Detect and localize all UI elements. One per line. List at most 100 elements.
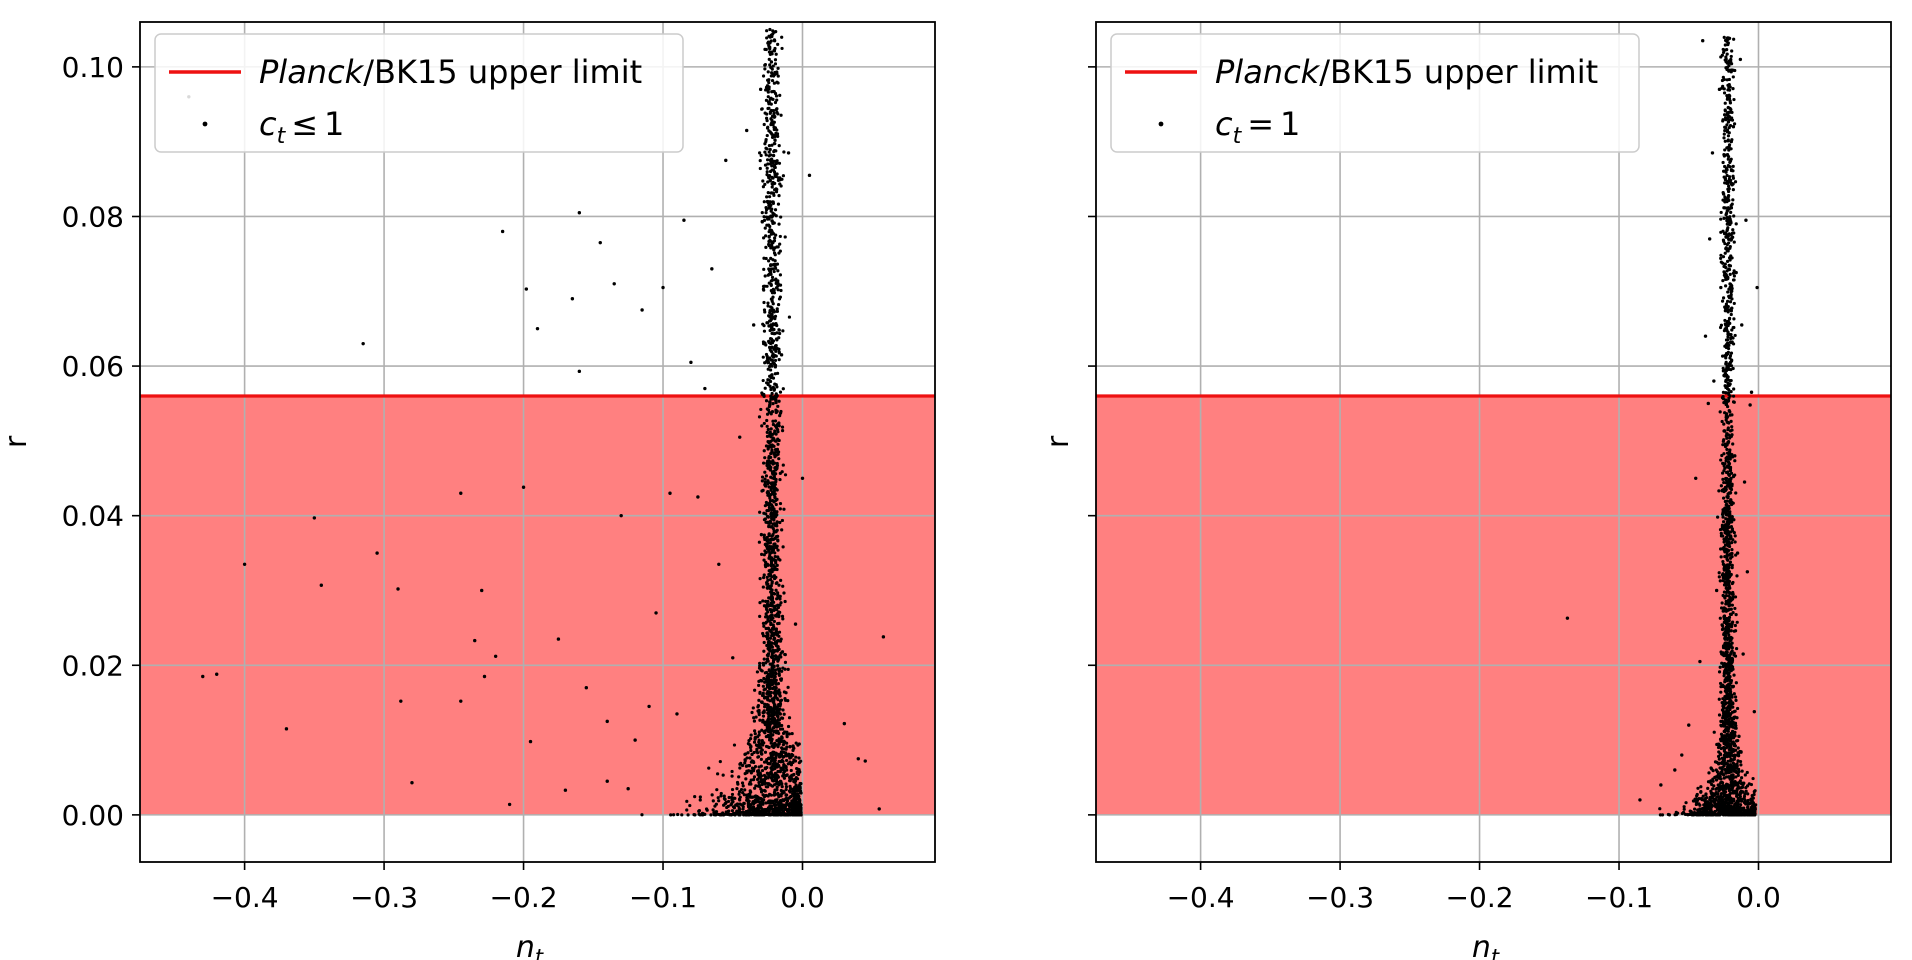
scatter-point bbox=[1736, 773, 1740, 778]
scatter-point bbox=[775, 567, 779, 572]
scatter-point bbox=[1725, 470, 1729, 475]
scatter-point bbox=[1740, 806, 1744, 810]
scatter-point bbox=[766, 125, 770, 129]
scatter-point bbox=[786, 813, 790, 817]
scatter-point bbox=[749, 782, 753, 786]
scatter-point bbox=[1730, 555, 1734, 559]
scatter-point bbox=[770, 391, 774, 396]
scatter-point bbox=[761, 621, 765, 626]
scatter-point bbox=[774, 546, 779, 550]
scatter-point bbox=[764, 512, 768, 516]
scatter-point bbox=[757, 768, 761, 773]
scatter-point bbox=[763, 310, 767, 314]
scatter-point bbox=[799, 781, 803, 786]
scatter-point bbox=[1727, 267, 1732, 272]
scatter-point bbox=[1722, 329, 1727, 333]
scatter-point bbox=[761, 634, 766, 638]
scatter-point bbox=[772, 529, 776, 533]
scatter-point bbox=[1726, 558, 1730, 562]
scatter-point bbox=[773, 134, 777, 139]
scatter-point bbox=[778, 520, 782, 525]
scatter-point bbox=[764, 211, 768, 215]
scatter-point bbox=[763, 477, 767, 481]
scatter-point bbox=[773, 741, 777, 745]
scatter-point bbox=[767, 234, 771, 239]
scatter-point bbox=[777, 583, 781, 587]
scatter-point bbox=[743, 758, 747, 762]
scatter-point bbox=[1726, 187, 1730, 191]
scatter-point bbox=[768, 552, 772, 556]
scatter-point bbox=[605, 719, 609, 724]
scatter-point bbox=[772, 38, 777, 42]
scatter-point bbox=[777, 634, 781, 638]
scatter-point bbox=[778, 707, 782, 711]
scatter-point bbox=[1732, 673, 1736, 677]
scatter-point bbox=[704, 807, 709, 811]
scatter-point bbox=[767, 345, 772, 349]
scatter-point bbox=[777, 457, 781, 461]
scatter-point bbox=[1735, 716, 1739, 720]
scatter-point bbox=[1746, 792, 1750, 796]
scatter-point bbox=[770, 630, 774, 635]
scatter-point bbox=[773, 725, 777, 729]
scatter-point bbox=[737, 812, 741, 817]
scatter-point bbox=[1723, 139, 1727, 143]
scatter-point bbox=[739, 787, 744, 792]
scatter-point bbox=[1728, 436, 1732, 440]
scatter-point bbox=[1725, 152, 1730, 157]
scatter-point bbox=[1728, 101, 1733, 105]
scatter-point bbox=[1723, 164, 1727, 169]
scatter-point bbox=[1720, 708, 1725, 712]
scatter-point bbox=[1732, 269, 1736, 273]
scatter-point bbox=[762, 779, 767, 783]
scatter-point bbox=[1718, 752, 1722, 756]
scatter-point bbox=[765, 684, 770, 689]
scatter-point bbox=[768, 47, 772, 51]
scatter-point bbox=[749, 748, 753, 753]
scatter-point bbox=[778, 558, 782, 562]
scatter-point bbox=[1686, 813, 1690, 817]
scatter-point bbox=[718, 760, 722, 764]
scatter-point bbox=[1725, 495, 1729, 499]
scatter-point bbox=[779, 601, 783, 605]
scatter-point bbox=[1734, 739, 1739, 743]
scatter-point bbox=[1724, 775, 1729, 779]
scatter-point bbox=[776, 780, 780, 784]
scatter-point bbox=[584, 686, 589, 690]
scatter-point bbox=[1734, 698, 1738, 702]
scatter-point bbox=[1724, 379, 1728, 384]
scatter-point bbox=[770, 90, 774, 94]
scatter-point bbox=[769, 674, 773, 678]
scatter-point bbox=[1717, 757, 1721, 761]
scatter-point bbox=[1720, 573, 1725, 577]
scatter-point bbox=[1706, 401, 1710, 406]
scatter-point bbox=[765, 147, 769, 151]
scatter-point bbox=[782, 150, 786, 154]
scatter-point bbox=[785, 768, 789, 772]
scatter-point bbox=[763, 537, 767, 542]
scatter-point bbox=[771, 295, 775, 299]
scatter-point bbox=[777, 450, 781, 454]
scatter-point bbox=[776, 715, 780, 719]
scatter-point bbox=[779, 677, 784, 681]
scatter-point bbox=[1724, 547, 1728, 551]
scatter-point bbox=[772, 512, 776, 517]
scatter-point bbox=[1718, 806, 1722, 810]
scatter-point bbox=[763, 722, 767, 727]
scatter-point bbox=[1729, 813, 1733, 817]
scatter-point bbox=[756, 751, 760, 755]
scatter-point bbox=[1753, 804, 1757, 809]
scatter-point bbox=[1697, 797, 1701, 801]
scatter-point bbox=[763, 63, 767, 67]
scatter-point bbox=[771, 686, 775, 691]
scatter-point bbox=[1725, 322, 1729, 326]
scatter-point bbox=[760, 739, 764, 743]
scatter-point bbox=[1732, 717, 1736, 721]
scatter-point bbox=[1745, 812, 1750, 817]
scatter-point bbox=[760, 220, 764, 224]
scatter-point bbox=[1731, 228, 1735, 232]
scatter-point bbox=[1725, 741, 1730, 745]
scatter-point bbox=[771, 422, 775, 427]
scatter-point bbox=[772, 461, 777, 465]
scatter-point bbox=[763, 549, 767, 553]
